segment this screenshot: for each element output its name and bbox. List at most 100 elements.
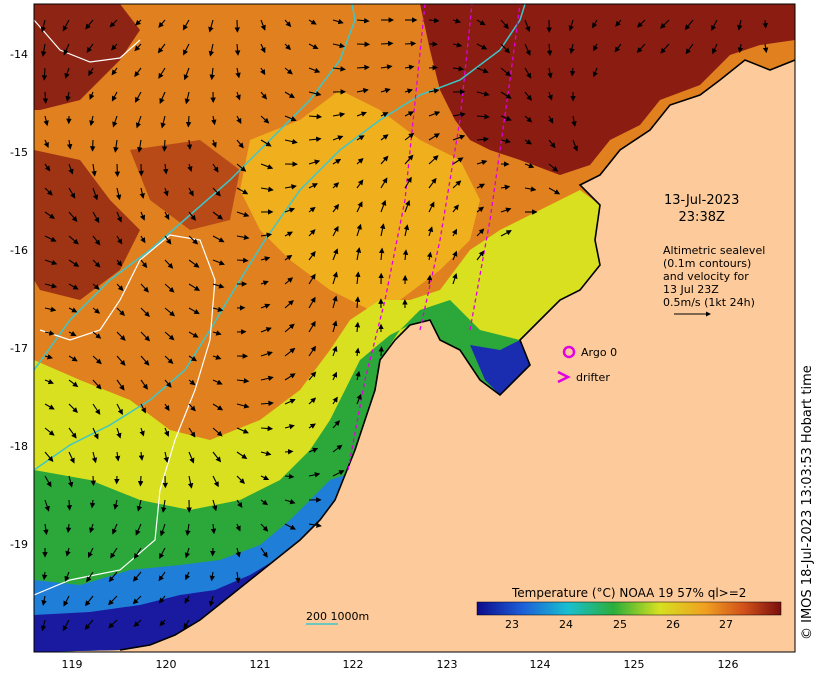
velocity-arrow: [164, 235, 172, 245]
velocity-arrow: [209, 571, 216, 582]
velocity-arrow: [500, 115, 512, 121]
velocity-arrow: [308, 273, 316, 285]
sst-hot-west: [34, 150, 140, 300]
velocity-arrow: [568, 19, 574, 32]
velocity-arrow: [135, 19, 142, 26]
velocity-arrow: [68, 330, 77, 337]
y-tick: -17: [10, 342, 28, 355]
velocity-arrow: [139, 427, 145, 437]
velocity-arrow: [476, 43, 488, 50]
velocity-arrow: [332, 444, 343, 453]
velocity-arrow: [212, 211, 224, 220]
velocity-arrow: [92, 307, 101, 314]
velocity-arrow: [356, 201, 363, 213]
velocity-arrow: [92, 211, 100, 224]
velocity-arrow: [332, 225, 339, 237]
velocity-arrow: [66, 499, 73, 511]
velocity-arrow: [140, 259, 148, 269]
sst-mid-band: [240, 90, 480, 310]
velocity-arrow: [89, 499, 96, 509]
velocity-arrow: [356, 393, 362, 405]
velocity-arrow: [500, 207, 512, 213]
velocity-arrow: [188, 307, 200, 315]
velocity-arrow: [40, 619, 47, 632]
velocity-arrow: [44, 235, 57, 242]
velocity-arrow: [187, 475, 194, 489]
velocity-arrow: [161, 139, 168, 152]
velocity-arrow: [711, 19, 718, 31]
velocity-arrow: [332, 112, 346, 118]
velocity-arrow: [332, 470, 345, 477]
velocity-arrow: [308, 345, 317, 357]
velocity-arrow: [212, 354, 222, 360]
velocity-arrow: [111, 43, 118, 51]
velocity-arrow: [380, 199, 387, 213]
velocity-arrow: [92, 403, 101, 415]
velocity-arrow: [91, 163, 97, 177]
velocity-arrow: [140, 379, 148, 390]
velocity-arrow: [452, 250, 458, 261]
velocity-arrow: [186, 139, 193, 150]
velocity-arrow: [684, 19, 694, 31]
velocity-arrow: [135, 115, 142, 129]
velocity-arrow: [284, 449, 294, 455]
velocity-arrow: [67, 475, 74, 488]
velocity-arrow: [354, 296, 361, 309]
velocity-arrow: [40, 19, 46, 33]
velocity-arrow: [284, 523, 296, 530]
velocity-arrow: [404, 132, 415, 141]
velocity-arrow: [235, 523, 241, 532]
velocity-arrow: [158, 595, 166, 604]
velocity-arrow: [86, 43, 94, 53]
velocity-arrow: [308, 229, 316, 237]
velocity-arrow: [284, 473, 295, 480]
velocity-arrow: [65, 91, 71, 102]
velocity-arrow: [211, 139, 217, 148]
velocity-arrow: [452, 65, 465, 72]
velocity-arrows: [40, 17, 769, 632]
velocity-arrow: [284, 91, 295, 99]
velocity-arrow: [64, 67, 70, 79]
drifter-label: drifter: [576, 371, 610, 384]
velocity-arrow: [428, 201, 435, 213]
velocity-arrow: [615, 19, 622, 27]
velocity-arrow: [284, 207, 296, 213]
velocity-arrow: [500, 138, 511, 144]
velocity-arrow: [737, 19, 743, 31]
velocity-arrow: [284, 498, 296, 505]
y-tick: -15: [10, 146, 28, 159]
velocity-arrow: [332, 248, 339, 261]
velocity-arrow: [185, 523, 191, 536]
velocity-arrow: [140, 331, 151, 342]
velocity-arrow: [139, 211, 146, 221]
velocity-arrow: [113, 499, 119, 510]
velocity-arrow: [212, 499, 218, 512]
velocity-arrow: [164, 403, 170, 412]
x-tick: 122: [342, 658, 364, 671]
velocity-arrow: [284, 347, 296, 357]
sst-hot-east: [420, 4, 795, 175]
velocity-arrow: [160, 115, 166, 129]
y-tick: -19: [10, 538, 28, 551]
velocity-arrow: [182, 19, 190, 31]
velocity-arrow: [380, 155, 389, 165]
velocity-arrow: [43, 523, 49, 536]
velocity-arrow: [110, 547, 118, 559]
velocity-arrow: [548, 187, 561, 195]
velocity-arrow: [236, 115, 242, 124]
velocity-arrow: [260, 450, 272, 457]
velocity-arrow: [476, 228, 485, 237]
velocity-arrow: [260, 139, 272, 147]
y-tick: -14: [10, 48, 28, 61]
velocity-arrow: [235, 91, 241, 101]
velocity-arrow: [592, 19, 598, 29]
velocity-arrow: [356, 87, 369, 94]
velocity-arrow: [44, 283, 58, 289]
velocity-arrow: [332, 345, 338, 357]
velocity-arrow: [404, 64, 415, 71]
velocity-arrow: [188, 379, 196, 386]
velocity-arrow: [44, 427, 55, 436]
velocity-arrow: [332, 42, 346, 49]
velocity-arrow: [92, 331, 102, 339]
colorbar-tick: 27: [719, 618, 733, 631]
